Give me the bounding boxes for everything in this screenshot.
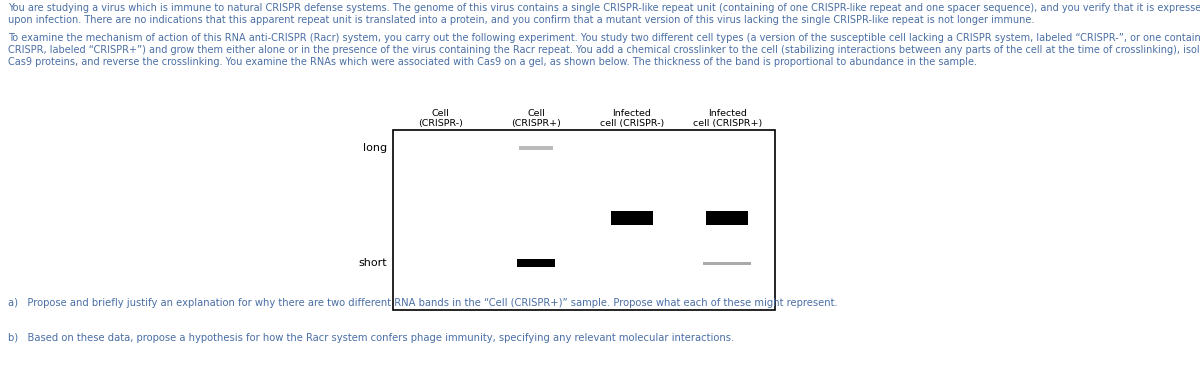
Text: Cas9 proteins, and reverse the crosslinking. You examine the RNAs which were ass: Cas9 proteins, and reverse the crosslink…	[8, 57, 977, 67]
Bar	[703, 262, 751, 265]
Bar	[520, 146, 553, 150]
Bar	[611, 211, 653, 225]
Text: long: long	[362, 143, 386, 153]
Text: upon infection. There are no indications that this apparent repeat unit is trans: upon infection. There are no indications…	[8, 15, 1034, 25]
Text: CRISPR, labeled “CRISPR+”) and grow them either alone or in the presence of the : CRISPR, labeled “CRISPR+”) and grow them…	[8, 45, 1200, 55]
Text: b)   Based on these data, propose a hypothesis for how the Racr system confers p: b) Based on these data, propose a hypoth…	[8, 333, 734, 343]
Bar	[707, 211, 749, 225]
Text: To examine the mechanism of action of this RNA anti-CRISPR (Racr) system, you ca: To examine the mechanism of action of th…	[8, 33, 1200, 43]
Text: a)   Propose and briefly justify an explanation for why there are two different : a) Propose and briefly justify an explan…	[8, 298, 838, 308]
Bar	[394, 130, 775, 310]
Text: You are studying a virus which is immune to natural CRISPR defense systems. The : You are studying a virus which is immune…	[8, 3, 1200, 13]
Bar	[517, 259, 556, 267]
Text: Cell
(CRISPR-): Cell (CRISPR-)	[419, 109, 463, 128]
Text: Cell
(CRISPR+): Cell (CRISPR+)	[511, 109, 562, 128]
Text: Infected
cell (CRISPR-): Infected cell (CRISPR-)	[600, 109, 664, 128]
Text: Infected
cell (CRISPR+): Infected cell (CRISPR+)	[692, 109, 762, 128]
Text: short: short	[359, 258, 386, 268]
